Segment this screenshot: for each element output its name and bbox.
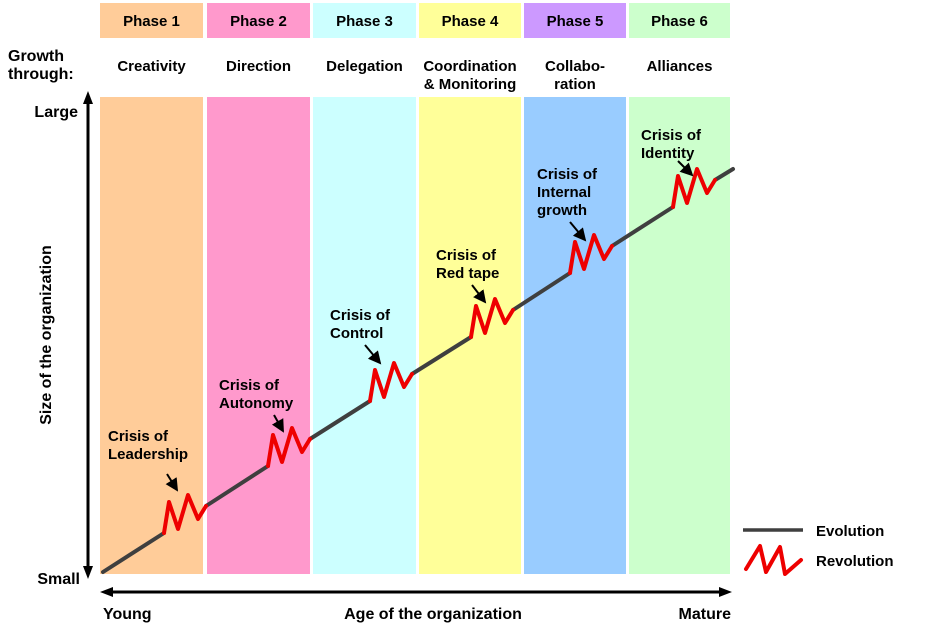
crisis-control-line2: Control [330,325,383,342]
crisis-leadership-arrow [165,473,179,492]
crisis-autonomy-line1: Crisis of [219,377,280,394]
phase-2-growth-label: Direction [226,58,291,75]
phase-3-header-box [313,3,416,38]
phase-3-label: Phase 3 [336,13,393,30]
crisis-autonomy-arrow [271,414,284,433]
crisis-control-line1: Crisis of [330,307,391,324]
phase-1-label: Phase 1 [123,13,180,30]
phase-bands [100,97,730,574]
phase-5-growth-label-line1: Collabo- [545,58,605,75]
growth-through-label-line1: Growth [8,48,64,65]
phase-header-row: Phase 1 Phase 2 Phase 3 Phase 4 Phase 5 … [100,3,730,38]
revolution-zigzag-internal-growth [568,233,614,275]
evolution-legend-label: Evolution [816,523,884,540]
phase-3-growth-label: Delegation [326,58,403,75]
phase-2-band [207,97,310,574]
phase-4-growth-label-line2: & Monitoring [424,76,516,93]
y-axis-bottom-arrowhead [83,566,93,579]
phase-4-label: Phase 4 [442,13,499,30]
crisis-internal-growth-line3: growth [537,202,587,219]
y-axis: Large Small Size of the organization [34,91,93,588]
revolution-zigzags [162,167,717,535]
revolution-zigzag-control [368,361,414,403]
crisis-leadership-line1: Crisis of [108,428,169,445]
revolution-zigzag-red-tape [469,297,515,339]
phase-5-header-box [524,3,626,38]
x-axis-min-label: Young [103,606,152,623]
crisis-pointer-arrows [165,160,694,492]
phase-1-growth-label: Creativity [117,58,186,75]
crisis-red-tape-line2: Red tape [436,265,499,282]
phase-3-band [313,97,416,574]
crisis-internal-growth-arrow [569,221,587,242]
phase-4-header-box [419,3,521,38]
revolution-zigzag-autonomy [266,426,312,468]
crisis-identity-line1: Crisis of [641,127,702,144]
phase-5-label: Phase 5 [547,13,604,30]
crisis-red-tape-arrow [471,284,487,304]
phase-4-growth-label-line1: Coordination [423,58,516,75]
x-axis-title: Age of the organization [344,606,522,623]
evolution-line [101,167,735,574]
growth-through-row: Growth through: Creativity Direction Del… [8,48,712,93]
crisis-red-tape-line1: Crisis of [436,247,497,264]
x-axis-left-arrowhead [100,587,113,597]
x-axis-max-label: Mature [679,606,732,623]
phase-6-growth-label: Alliances [647,58,713,75]
crisis-autonomy-line2: Autonomy [219,395,294,412]
phase-6-header-box [629,3,730,38]
x-axis: Young Age of the organization Mature [100,587,732,623]
phase-2-label: Phase 2 [230,13,287,30]
y-axis-max-label: Large [34,104,78,121]
crisis-internal-growth-line1: Crisis of [537,166,598,183]
revolution-legend-swatch [744,544,803,576]
crisis-control-arrow [364,344,382,365]
y-axis-title: Size of the organization [38,245,55,425]
revolution-zigzag-leadership [162,493,208,535]
phase-1-header-box [100,3,203,38]
revolution-zigzag-identity [671,167,717,209]
crisis-identity-line2: Identity [641,145,695,162]
y-axis-min-label: Small [37,571,80,588]
phase-5-band [524,97,626,574]
phase-6-label: Phase 6 [651,13,708,30]
crisis-leadership-line2: Leadership [108,446,188,463]
growth-through-label-line2: through: [8,66,74,83]
phase-5-growth-label-line2: ration [554,76,596,93]
phase-1-band [100,97,203,574]
legend: Evolution Revolution [743,523,894,576]
crisis-labels: Crisis of Leadership Crisis of Autonomy … [108,127,702,463]
crisis-identity-arrow [677,160,694,177]
x-axis-right-arrowhead [719,587,732,597]
y-axis-top-arrowhead [83,91,93,104]
revolution-legend-label: Revolution [816,553,894,570]
phase-2-header-box [207,3,310,38]
crisis-internal-growth-line2: Internal [537,184,591,201]
phase-6-band [629,97,730,574]
